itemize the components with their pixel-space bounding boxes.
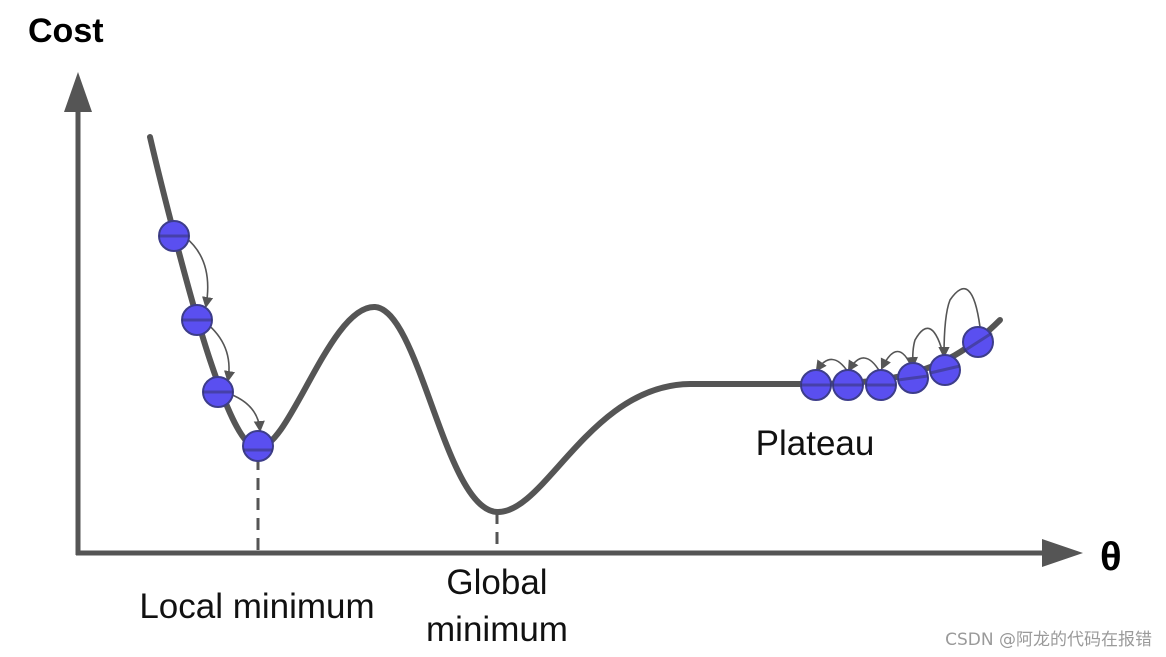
step-arrow: [815, 358, 849, 373]
plateau-arrows: [815, 287, 981, 373]
gradient-step-ball: [242, 430, 274, 462]
x-axis-arrowhead: [1042, 539, 1083, 567]
gradient-step-ball: [865, 369, 897, 401]
y-axis-arrowhead: [64, 72, 92, 112]
gradient-step-ball: [181, 304, 213, 336]
plateau-label: Plateau: [756, 424, 875, 463]
step-arrow: [938, 287, 981, 359]
local-minimum-label: Local minimum: [139, 587, 374, 626]
gradient-step-ball: [202, 376, 234, 408]
gradient-step-ball: [897, 362, 929, 394]
watermark: CSDN @阿龙的代码在报错: [945, 630, 1152, 650]
step-arrow: [847, 357, 881, 373]
gradient-step-ball: [832, 369, 864, 401]
axes: [64, 72, 1083, 567]
cost-curve: [147, 134, 1003, 516]
x-axis-label: θ: [1100, 535, 1122, 579]
gradient-step-ball: [800, 369, 832, 401]
plateau-balls: [800, 326, 994, 401]
step-arrow: [184, 236, 214, 309]
step-arrow: [229, 393, 265, 433]
step-arrow: [906, 327, 945, 369]
global-minimum-label-line1: Global: [446, 563, 547, 602]
gradient-step-ball: [158, 220, 190, 252]
global-minimum-label-line2: minimum: [426, 610, 568, 649]
y-axis-label: Cost: [28, 12, 104, 50]
left-descent-balls: [158, 220, 274, 462]
gradient-step-ball: [962, 326, 994, 358]
gradient-step-ball: [929, 354, 961, 386]
